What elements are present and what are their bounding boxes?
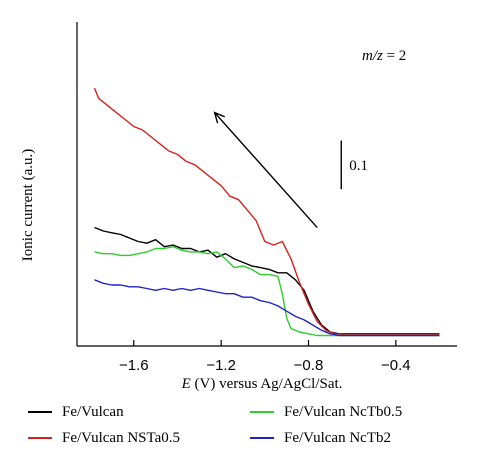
- series-line-2: [94, 245, 440, 337]
- x-axis-label: E (V) versus Ag/AgCl/Sat.: [181, 376, 343, 392]
- mz-var: m/z: [362, 48, 383, 64]
- scale-bar-label: 0.1: [349, 158, 368, 174]
- y-axis-label: Ionic current (a.u.): [20, 149, 36, 261]
- x-label-rest: (V) versus Ag/AgCl/Sat.: [191, 376, 343, 392]
- series-line-1: [93, 87, 440, 336]
- legend-item-fe-vulcan-nsta05: Fe/Vulcan NSTa0.5: [28, 428, 180, 448]
- series-line-3: [94, 279, 440, 337]
- mz-label: m/z = 2: [362, 48, 406, 64]
- legend-item-fe-vulcan-nctb05: Fe/Vulcan NcTb0.5: [250, 402, 402, 422]
- legend-label: Fe/Vulcan NcTb0.5: [284, 403, 403, 420]
- legend-swatch: [250, 411, 274, 413]
- legend-swatch: [250, 437, 274, 439]
- x-label-var: E: [181, 376, 191, 392]
- direction-arrow-head: [213, 111, 226, 124]
- annotations: 0.1: [213, 111, 368, 229]
- legend-label: Fe/Vulcan NcTb2: [284, 429, 391, 446]
- mz-value: = 2: [383, 48, 406, 64]
- direction-arrow-shaft: [214, 112, 318, 229]
- x-tick-label: −1.2: [206, 357, 236, 374]
- legend: Fe/Vulcan Fe/Vulcan NSTa0.5 Fe/Vulcan Nc…: [28, 396, 488, 466]
- legend-item-fe-vulcan-nctb2: Fe/Vulcan NcTb2: [250, 428, 391, 448]
- legend-item-fe-vulcan: Fe/Vulcan: [28, 402, 124, 422]
- legend-swatch: [28, 437, 52, 439]
- x-tick-label: −1.6: [119, 357, 149, 374]
- x-ticks: −1.6 −1.2 −0.8 −0.4: [119, 340, 411, 374]
- chart: −1.6 −1.2 −0.8 −0.4 0.1 m/z = 2 Ionic curre…: [20, 22, 457, 392]
- legend-swatch: [28, 411, 52, 413]
- series-lines: [93, 87, 440, 337]
- legend-label: Fe/Vulcan NSTa0.5: [62, 429, 181, 446]
- series-line-0: [94, 226, 440, 335]
- x-tick-label: −0.4: [381, 357, 411, 374]
- axes: [76, 22, 457, 347]
- legend-label: Fe/Vulcan: [62, 403, 124, 420]
- x-tick-label: −0.8: [294, 357, 324, 374]
